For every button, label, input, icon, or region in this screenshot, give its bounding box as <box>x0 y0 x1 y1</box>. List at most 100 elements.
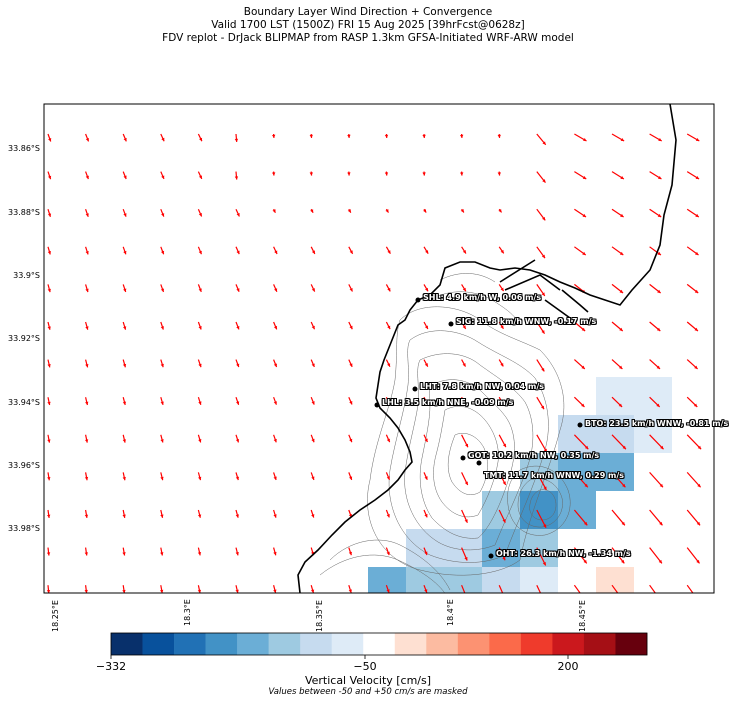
wind-arrow-head <box>424 476 428 480</box>
wind-arrow-head <box>123 288 127 292</box>
wind-arrow-head <box>658 559 662 564</box>
colorbar-swatch <box>331 633 364 655</box>
wind-arrow <box>536 547 547 566</box>
wind-arrow-head <box>696 559 700 564</box>
wind-arrow-head <box>85 137 89 142</box>
wind-arrow-head <box>311 476 315 480</box>
station-dot-shl <box>415 297 421 303</box>
lat-label: 33.94°S <box>8 398 40 407</box>
wind-arrow-head <box>541 367 545 372</box>
wind-arrow-head <box>311 288 315 292</box>
wind-arrow-head <box>310 589 315 593</box>
wind-arrow-head <box>198 288 202 292</box>
wind-arrow-head <box>198 175 202 179</box>
wind-arrow-head <box>462 400 466 405</box>
wind-arrow <box>573 509 588 526</box>
wind-arrow-head <box>122 401 127 405</box>
wind-arrow-head <box>462 287 466 292</box>
terrain-contours <box>319 273 571 593</box>
wind-arrow <box>649 547 663 564</box>
wind-arrow-head <box>696 521 701 526</box>
colorbar-swatch <box>457 633 490 655</box>
wind-arrow-head <box>274 288 278 292</box>
wind-arrow <box>686 584 694 593</box>
wind-arrow-head <box>348 589 352 593</box>
wind-arrow-head <box>84 552 88 556</box>
wind-arrow-head <box>311 325 315 330</box>
wind-arrow-head <box>236 212 240 217</box>
colorbar-swatch <box>300 633 333 655</box>
wind-arrow-head <box>122 552 126 556</box>
colorbar-swatch <box>583 633 616 655</box>
wind-arrow-head <box>84 589 88 593</box>
wind-arrow-head <box>349 401 353 405</box>
wind-arrow-head <box>657 289 661 294</box>
colorbar-swatch <box>615 633 648 655</box>
wind-arrow-head <box>47 288 51 293</box>
colorbar-swatch <box>142 633 175 655</box>
station-dot-sig <box>448 321 454 327</box>
wind-arrow-head <box>621 559 625 564</box>
wind-arrow-head <box>85 213 89 217</box>
wind-arrow-head <box>273 514 277 518</box>
wind-arrow-head <box>273 363 277 368</box>
wind-arrow-head <box>46 552 51 556</box>
wind-arrow-head <box>122 363 127 368</box>
wind-arrow-head <box>161 213 165 217</box>
lat-label: 33.88°S <box>8 208 40 217</box>
wind-arrow-head <box>84 476 89 481</box>
wind-arrow-head <box>464 481 468 486</box>
wind-arrow-head <box>160 476 164 481</box>
wind-arrow-head <box>542 216 546 221</box>
wind-arrow-head <box>541 405 545 410</box>
wind-arrow-head <box>697 445 702 450</box>
wind-arrow-head <box>47 439 51 443</box>
wind-arrow-head <box>123 175 127 180</box>
wind-arrow <box>573 434 589 450</box>
wind-arrow-head <box>462 363 466 367</box>
wind-arrow-head <box>694 327 698 331</box>
wind-arrow-head <box>274 250 278 255</box>
wind-arrow-head <box>122 589 126 593</box>
wind-arrow-head <box>385 209 389 213</box>
wind-arrow-head <box>425 250 429 254</box>
lon-label: 18.45°E <box>578 600 587 632</box>
wind-arrow-head <box>656 403 660 407</box>
wind-arrow-head <box>583 138 587 141</box>
wind-arrow-head <box>659 483 663 488</box>
colorbar-swatch <box>426 633 459 655</box>
wind-arrow-head <box>500 249 504 254</box>
station-dot-got <box>460 455 466 461</box>
wind-arrow-head <box>47 514 51 518</box>
wind-arrow-head <box>424 589 428 593</box>
wind-arrow-head <box>658 598 661 601</box>
wind-arrow-head <box>123 326 127 330</box>
wind-arrow-head <box>500 362 504 367</box>
wind-arrow-head <box>581 365 585 369</box>
wind-arrow-head <box>387 325 391 330</box>
colorbar-tick-min: −332 <box>95 660 127 673</box>
wind-arrow-head <box>695 175 700 180</box>
wind-arrow <box>686 471 702 488</box>
wind-arrow-head <box>235 476 240 481</box>
wind-arrow-head <box>422 172 426 176</box>
station-label-oht: OHT: 26.3 km/h NW, -1.34 m/s <box>496 549 631 558</box>
wind-arrow-head <box>160 326 164 330</box>
wind-arrow-head <box>424 400 428 405</box>
wind-arrow-head <box>122 439 126 443</box>
plot-frame <box>43 103 715 594</box>
wind-arrow-head <box>236 250 240 255</box>
wind-arrow-head <box>123 213 127 217</box>
wind-arrow-head <box>424 325 428 329</box>
wind-arrow-head <box>541 330 545 334</box>
wind-arrow-head <box>619 289 624 294</box>
wind-arrow-head <box>386 476 390 480</box>
wind-arrow-head <box>236 401 240 405</box>
colorbar-swatch <box>552 633 585 655</box>
wind-arrow-head <box>235 514 239 518</box>
wind-arrow-head <box>160 363 164 368</box>
wind-arrow-head <box>160 552 164 556</box>
wind-arrow-head <box>497 134 501 138</box>
wind-arrow-head <box>500 325 504 329</box>
